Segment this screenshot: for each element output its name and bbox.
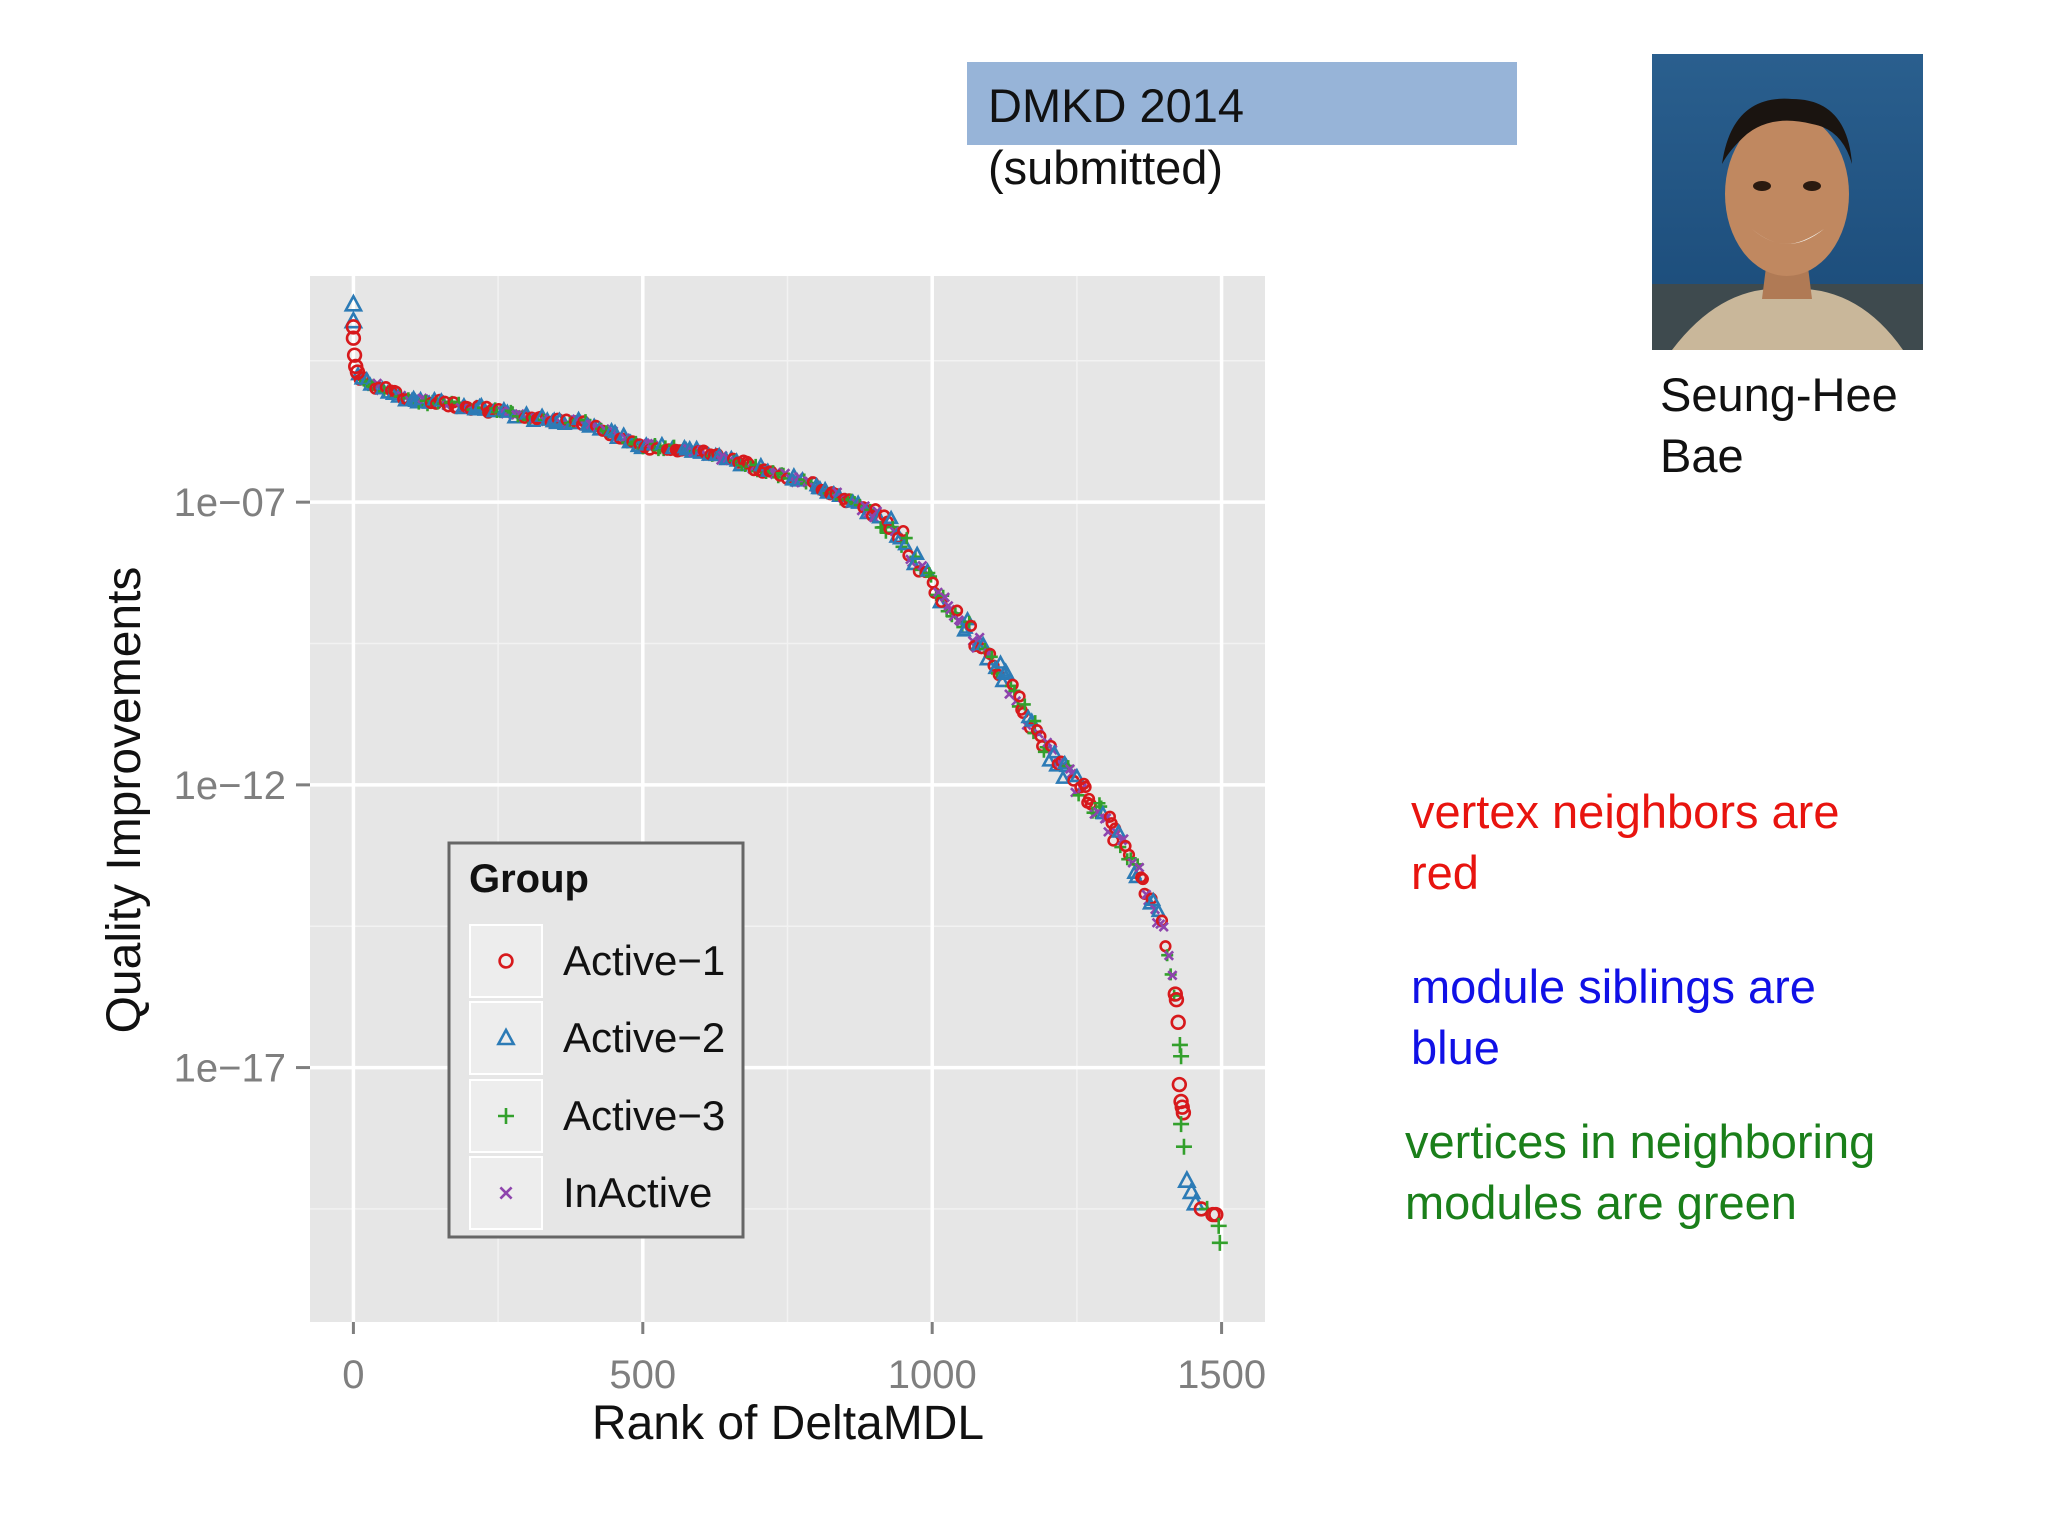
- venue-line-1: DMKD 2014: [988, 79, 1244, 132]
- note-blue-line-1: module siblings are: [1411, 960, 1816, 1013]
- x-tick-label: 1000: [888, 1353, 977, 1397]
- y-tick-label: 1e−07: [174, 481, 286, 525]
- legend-key-box: [469, 924, 543, 998]
- data-point: [1174, 1099, 1190, 1115]
- data-point: [939, 592, 951, 603]
- legend-label: Active−3: [563, 1092, 725, 1139]
- data-point: [1136, 872, 1149, 886]
- data-point: [1103, 810, 1116, 823]
- x-tick-label: 0: [342, 1353, 364, 1397]
- legend-title: Group: [469, 857, 589, 901]
- x-tick-label: 500: [609, 1353, 676, 1397]
- note-green: vertices in neighboring modules are gree…: [1405, 1111, 1965, 1233]
- data-point: [909, 545, 926, 560]
- x-tick-label: 1500: [1177, 1353, 1266, 1397]
- data-point: [346, 347, 363, 363]
- data-point: [950, 604, 964, 617]
- data-point: [1041, 752, 1057, 767]
- legend-marker-cross: [499, 1186, 513, 1200]
- axes: Rank of DeltaMDL Quality Improvements 0 5…: [98, 481, 1266, 1450]
- data-point: [1013, 690, 1026, 703]
- portrait-photo-icon: [1652, 54, 1923, 350]
- data-point: [1181, 1181, 1202, 1200]
- data-point: [343, 293, 364, 312]
- data-point: [1171, 1076, 1188, 1093]
- data-point: [897, 524, 910, 538]
- data-point: [999, 665, 1016, 680]
- data-point: [1167, 986, 1183, 1002]
- data-point: [1210, 1217, 1227, 1234]
- note-red: vertex neighbors are red: [1411, 781, 1971, 903]
- legend-marker-triangle: [496, 1027, 516, 1046]
- data-point: [992, 654, 1009, 669]
- data-point: [1173, 1048, 1190, 1065]
- person-name-line-1: Seung-Hee: [1660, 368, 1898, 421]
- y-tick-label: 1e−12: [174, 764, 286, 808]
- data-point: [1145, 891, 1162, 907]
- data-point: [1079, 780, 1092, 794]
- legend-key-box: [469, 1001, 543, 1075]
- data-point: [345, 330, 362, 346]
- person-name-line-2: Bae: [1660, 429, 1744, 482]
- data-point: [1211, 1234, 1228, 1251]
- data-point: [983, 647, 997, 661]
- legend: Group Active−1 Active−2 Active−3 InActive: [447, 841, 745, 1239]
- y-tick-label: 1e−17: [174, 1047, 286, 1091]
- data-point: [871, 508, 887, 524]
- y-axis-title: Quality Improvements: [98, 567, 151, 1034]
- data-point: [1069, 767, 1085, 783]
- data-point: [994, 672, 1011, 688]
- data-point: [935, 595, 948, 608]
- data-point: [925, 570, 938, 583]
- data-point: [1173, 1116, 1190, 1133]
- legend-label: Active−2: [563, 1014, 725, 1061]
- data-points: [343, 293, 1228, 1251]
- data-point: [1208, 1206, 1224, 1223]
- note-blue: module siblings are blue: [1411, 956, 1971, 1078]
- data-point: [1018, 698, 1031, 711]
- person-name: Seung-Hee Bae: [1660, 364, 1960, 486]
- data-point: [1135, 871, 1148, 884]
- data-point: [1177, 1169, 1197, 1188]
- data-point: [1170, 1014, 1186, 1031]
- data-point: [345, 319, 362, 335]
- venue-label: DMKD 2014 (submitted): [988, 75, 1508, 199]
- x-axis-title: Rank of DeltaMDL: [592, 1397, 984, 1450]
- data-point: [349, 364, 366, 380]
- note-green-line-1: vertices in neighboring: [1405, 1115, 1876, 1168]
- note-blue-line-2: blue: [1411, 1021, 1500, 1074]
- data-point: [964, 619, 978, 632]
- note-red-line-2: red: [1411, 846, 1479, 899]
- legend-label: InActive: [563, 1169, 712, 1216]
- data-point: [1163, 950, 1175, 961]
- data-point: [1175, 1138, 1192, 1155]
- legend-label: Active−1: [563, 937, 725, 984]
- data-point: [883, 509, 899, 525]
- venue-banner: [967, 62, 1517, 145]
- data-point: [900, 532, 913, 545]
- data-point: [1046, 744, 1063, 759]
- data-point: [1168, 992, 1185, 1008]
- data-point: [1175, 1105, 1192, 1121]
- data-point: [1167, 970, 1178, 981]
- legend-marker-circle: [498, 953, 514, 969]
- data-point: [1055, 769, 1071, 784]
- data-point: [1082, 792, 1096, 806]
- note-red-line-1: vertex neighbors are: [1411, 785, 1840, 838]
- data-point: [1134, 862, 1145, 873]
- note-green-line-2: modules are green: [1405, 1176, 1797, 1229]
- legend-marker-plus: [498, 1108, 514, 1124]
- data-point: [1158, 921, 1169, 932]
- venue-line-2: (submitted): [988, 141, 1224, 194]
